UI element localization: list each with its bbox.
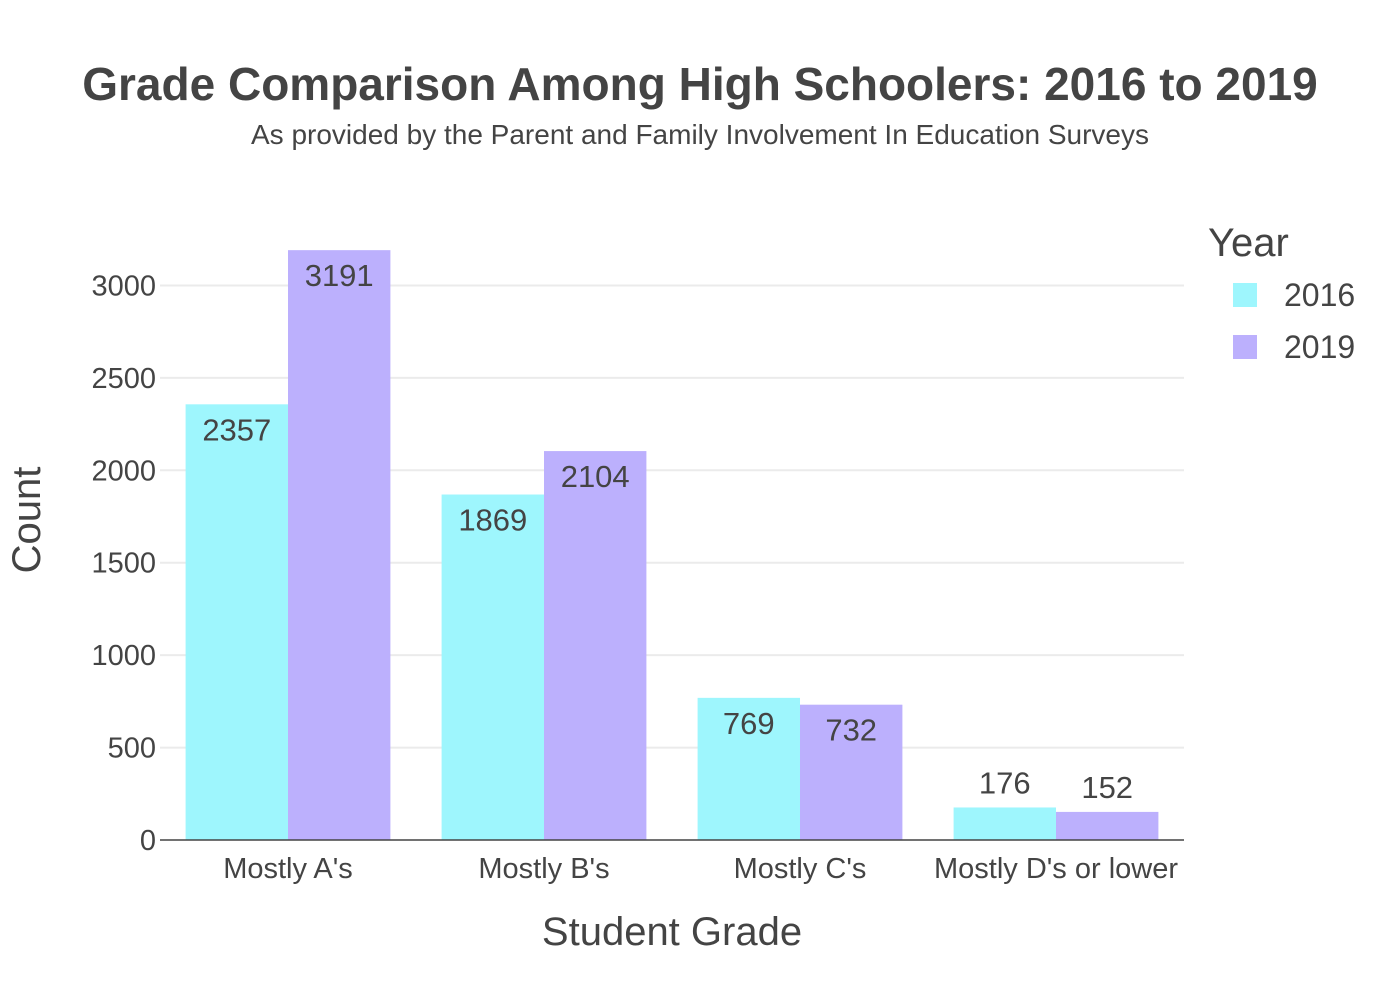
- legend: Year 2016 2019: [1208, 221, 1355, 365]
- bar-mostly-d-s-or-lower-2016: [953, 807, 1056, 840]
- legend-swatch-2019: [1233, 335, 1257, 359]
- legend-title: Year: [1208, 221, 1289, 265]
- y-tick-label: 500: [108, 733, 156, 765]
- y-tick-label: 2000: [91, 455, 156, 487]
- x-tick-label-mostly-d-s-or-lower: Mostly D's or lower: [934, 853, 1178, 885]
- y-axis-ticks: 0 500 1000 1500 2000 2500 3000: [91, 270, 156, 857]
- legend-swatch-2016: [1233, 283, 1257, 307]
- bar-label-mostly-a-s-2019: 3191: [305, 258, 374, 293]
- bar-label-mostly-b-s-2016: 1869: [458, 503, 527, 538]
- bar-mostly-c-s-2016: [697, 697, 800, 840]
- y-tick-label: 1000: [91, 640, 156, 672]
- bar-label-mostly-d-s-or-lower-2016: 176: [979, 765, 1031, 800]
- y-axis-label: Count: [5, 467, 49, 574]
- y-tick-label: 1500: [91, 548, 156, 580]
- y-tick-label: 3000: [91, 270, 156, 302]
- bars: [185, 250, 1159, 840]
- bar-mostly-a-s-2019: [288, 250, 391, 840]
- bar-mostly-b-s-2016: [441, 494, 544, 840]
- x-axis-ticks: Mostly A's Mostly B's Mostly C's Mostly D's…: [223, 853, 1178, 885]
- legend-label-2016: 2016: [1284, 277, 1355, 313]
- bar-mostly-a-s-2016: [185, 404, 288, 840]
- y-tick-label: 0: [140, 825, 156, 857]
- bar-label-mostly-d-s-or-lower-2019: 152: [1081, 770, 1133, 805]
- bar-label-mostly-c-s-2016: 769: [723, 706, 775, 741]
- legend-label-2019: 2019: [1284, 329, 1355, 365]
- bar-mostly-b-s-2019: [544, 451, 647, 840]
- x-tick-label-mostly-b-s: Mostly B's: [478, 853, 609, 885]
- chart-title: Grade Comparison Among High Schoolers: 2…: [82, 58, 1318, 110]
- x-axis-label: Student Grade: [542, 910, 802, 954]
- bar-labels: 2357 3191 1869 2104 769 732 176 152: [202, 258, 1133, 805]
- x-tick-label-mostly-a-s: Mostly A's: [223, 853, 353, 885]
- chart-subtitle: As provided by the Parent and Family Inv…: [251, 119, 1149, 150]
- bar-label-mostly-c-s-2019: 732: [825, 713, 877, 748]
- x-tick-label-mostly-c-s: Mostly C's: [734, 853, 867, 885]
- bar-label-mostly-a-s-2016: 2357: [202, 412, 271, 447]
- bar-mostly-c-s-2019: [800, 704, 903, 840]
- bar-mostly-d-s-or-lower-2019: [1056, 811, 1159, 840]
- y-tick-label: 2500: [91, 363, 156, 395]
- bar-label-mostly-b-s-2019: 2104: [561, 459, 630, 494]
